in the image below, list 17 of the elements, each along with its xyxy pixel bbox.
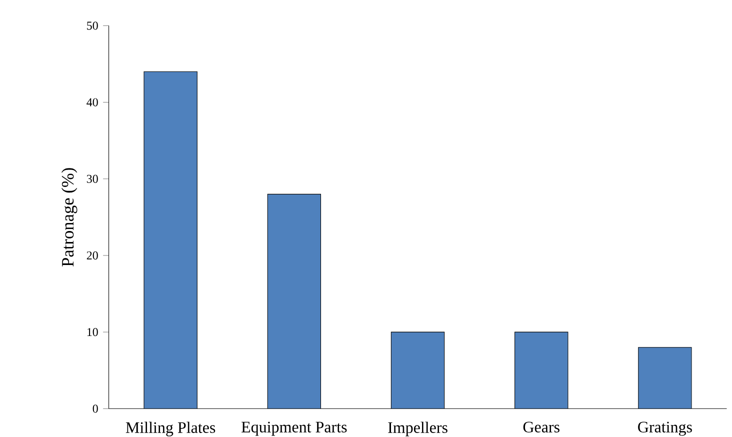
y-tick-label: 20 bbox=[86, 251, 98, 260]
y-axis-title: Patronage (%) bbox=[61, 168, 78, 266]
x-tick-label: Milling Plates bbox=[126, 422, 216, 436]
x-tick-label: Gears bbox=[523, 422, 560, 432]
y-tick-label: 30 bbox=[86, 174, 98, 183]
y-tick-label: 0 bbox=[92, 404, 98, 413]
y-tick-label: 50 bbox=[87, 22, 98, 30]
bar bbox=[638, 347, 692, 409]
bar bbox=[390, 332, 445, 409]
x-tick-label: Impellers bbox=[388, 422, 448, 436]
x-tick-label: Gratings bbox=[638, 422, 692, 436]
bar bbox=[267, 194, 322, 409]
y-tick-label: 10 bbox=[87, 328, 98, 336]
x-tick-label: Equipment Parts bbox=[242, 422, 347, 436]
bar bbox=[144, 71, 198, 409]
y-tick-label: 40 bbox=[86, 98, 98, 106]
bar bbox=[514, 332, 568, 409]
